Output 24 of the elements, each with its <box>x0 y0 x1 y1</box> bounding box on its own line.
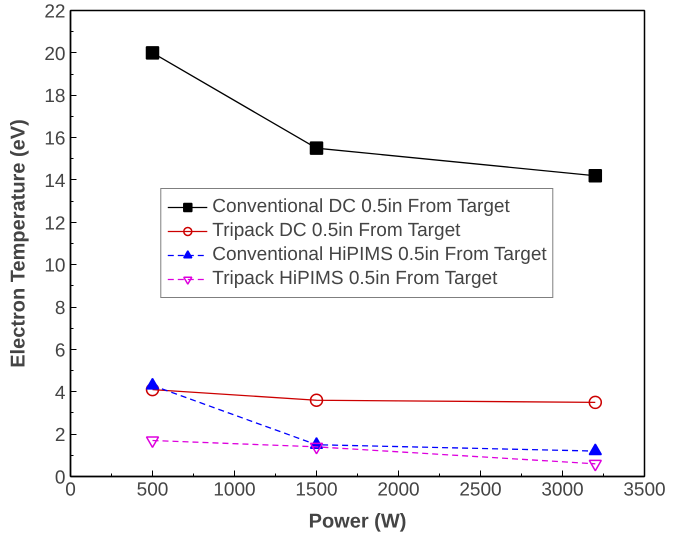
x-tick-label: 3500 <box>623 480 666 500</box>
legend-label: Conventional DC 0.5in From Target <box>212 195 510 219</box>
x-axis-title: Power (W) <box>308 510 406 532</box>
y-axis-title: Electron Temperature (eV) <box>7 119 30 368</box>
legend-label: Tripack DC 0.5in From Target <box>212 219 460 243</box>
y-tick-label: 14 <box>44 170 66 192</box>
y-tick-label: 22 <box>44 2 66 22</box>
x-tick-label: 2000 <box>377 480 420 500</box>
y-tick-label: 20 <box>44 44 66 65</box>
y-tick-label: 8 <box>54 298 66 320</box>
y-tick-label: 16 <box>44 128 66 150</box>
y-tick-label: 6 <box>54 340 66 362</box>
y-tick-label: 10 <box>44 256 66 277</box>
x-tick-label: 3000 <box>541 480 584 500</box>
x-tick-label: 2500 <box>459 480 502 500</box>
y-tick-label: 2 <box>54 425 66 446</box>
x-tick-label: 500 <box>136 480 168 500</box>
x-tick-label: 1500 <box>295 480 338 500</box>
y-tick-label: 4 <box>54 382 66 404</box>
legend-label: Conventional HiPIMS 0.5in From Target <box>212 243 547 267</box>
y-tick-label: 12 <box>44 213 66 234</box>
x-tick-label: 1000 <box>213 480 256 500</box>
y-tick-label: 18 <box>44 86 66 108</box>
legend-label: Tripack HiPIMS 0.5in From Target <box>212 267 498 291</box>
